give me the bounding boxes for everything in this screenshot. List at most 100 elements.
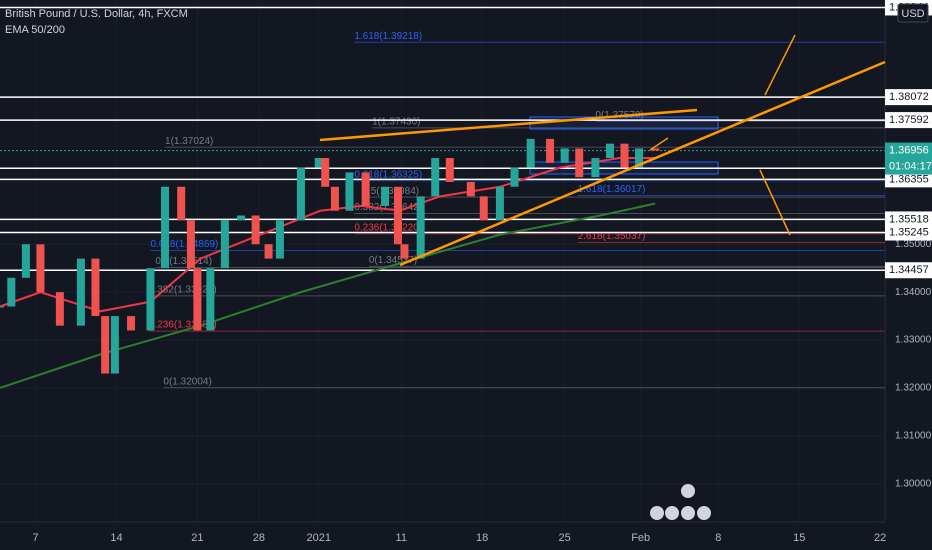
candle bbox=[55, 292, 64, 326]
candle bbox=[21, 244, 30, 278]
currency-box bbox=[897, 3, 929, 23]
candle bbox=[591, 158, 600, 178]
fib-label: 0.382(1.33921) bbox=[149, 285, 217, 296]
projection-line bbox=[764, 34, 796, 96]
candle bbox=[416, 196, 425, 259]
candle bbox=[296, 167, 305, 221]
level-label: 1.34457 bbox=[889, 264, 929, 276]
candle bbox=[321, 158, 330, 187]
candle bbox=[330, 186, 339, 211]
fib-label: 0.236(1.33187) bbox=[149, 320, 217, 331]
candle bbox=[560, 148, 569, 163]
fib-label: 0(1.32004) bbox=[163, 376, 211, 387]
x-tick-label: 2021 bbox=[306, 532, 330, 544]
level-label: 1.35245 bbox=[889, 226, 929, 238]
x-tick-label: 22 bbox=[874, 532, 886, 544]
candle bbox=[479, 196, 488, 221]
candle bbox=[91, 258, 100, 317]
level-label: 1.36355 bbox=[889, 173, 929, 185]
x-tick-label: 7 bbox=[33, 532, 39, 544]
event-icon bbox=[697, 506, 711, 520]
candle bbox=[605, 143, 614, 159]
indicator-label: EMA 50/200 bbox=[5, 24, 65, 36]
level-label: 1.35518 bbox=[889, 213, 929, 225]
level-label: 1.38072 bbox=[889, 91, 929, 103]
y-tick-label: 1.33000 bbox=[895, 335, 932, 346]
candle bbox=[314, 158, 323, 168]
last-price-label: 1.36956 bbox=[889, 144, 929, 156]
y-tick-label: 1.31000 bbox=[895, 430, 932, 441]
projection-line bbox=[759, 169, 791, 236]
candle bbox=[345, 172, 354, 211]
candle bbox=[264, 244, 273, 259]
fib-label: 0.382(1.35642) bbox=[354, 202, 422, 213]
fib-label: 0.618(1.36325) bbox=[354, 169, 422, 180]
countdown-label: 01:04:17 bbox=[889, 160, 932, 172]
fib-label: 0(1.34537) bbox=[369, 255, 417, 266]
trend-lines bbox=[319, 34, 886, 267]
x-tick-label: 14 bbox=[110, 532, 122, 544]
candle bbox=[0, 306, 4, 308]
candle bbox=[431, 158, 440, 197]
candles bbox=[0, 138, 660, 374]
fib-label: 2.618(1.35037) bbox=[578, 231, 646, 242]
level-label-box bbox=[885, 211, 932, 228]
candle bbox=[36, 244, 45, 293]
candle bbox=[510, 167, 519, 187]
fib-label: 1.618(1.36017) bbox=[578, 184, 646, 195]
candle bbox=[76, 258, 85, 326]
y-tick-label: 1.35000 bbox=[895, 239, 932, 250]
box bbox=[529, 116, 719, 130]
level-label-box bbox=[885, 262, 932, 279]
fib-label: 0.236(1.35220) bbox=[354, 222, 422, 233]
fib-label: 1.618(1.39218) bbox=[354, 31, 422, 42]
candle bbox=[161, 186, 170, 269]
candle bbox=[381, 186, 390, 206]
last-price-box bbox=[885, 142, 932, 175]
level-label: 1.37592 bbox=[889, 114, 929, 126]
x-tick-label: 18 bbox=[476, 532, 488, 544]
candle bbox=[394, 186, 403, 245]
event-icon bbox=[681, 506, 695, 520]
y-tick-label: 1.30000 bbox=[895, 478, 932, 489]
event-icon bbox=[681, 484, 695, 498]
candle bbox=[237, 215, 246, 221]
x-tick-label: 21 bbox=[191, 532, 203, 544]
candle bbox=[546, 138, 555, 163]
candle bbox=[206, 268, 215, 331]
trend-line bbox=[399, 60, 886, 267]
candle bbox=[495, 186, 504, 221]
candle bbox=[620, 143, 629, 168]
candle bbox=[466, 181, 475, 197]
event-icon bbox=[650, 506, 664, 520]
currency-label: USD bbox=[901, 8, 924, 20]
candle bbox=[445, 158, 454, 182]
level-label-box bbox=[885, 171, 932, 188]
level-label-box bbox=[885, 112, 932, 129]
candle bbox=[220, 220, 229, 269]
candle bbox=[400, 244, 409, 259]
y-tick-label: 1.34000 bbox=[895, 287, 932, 298]
x-tick-label: 15 bbox=[793, 532, 805, 544]
candle bbox=[110, 316, 119, 374]
x-tick-label: 8 bbox=[715, 532, 721, 544]
candle bbox=[251, 215, 260, 245]
trend-line bbox=[319, 108, 698, 142]
candle bbox=[177, 186, 186, 221]
x-tick-label: Feb bbox=[631, 532, 650, 544]
ema50-line bbox=[0, 157, 656, 313]
candle bbox=[526, 138, 535, 168]
x-tick-label: 28 bbox=[253, 532, 265, 544]
fib-label: 0.5(1.35984) bbox=[362, 186, 419, 197]
fib-label: 1(1.37024) bbox=[165, 136, 213, 147]
candle bbox=[275, 220, 284, 259]
y-tick-label: 1.32000 bbox=[895, 383, 932, 394]
candle bbox=[361, 172, 370, 206]
x-tick-label: 25 bbox=[559, 532, 571, 544]
candle bbox=[186, 220, 195, 269]
candle bbox=[193, 268, 202, 331]
level-label-box bbox=[885, 224, 932, 241]
